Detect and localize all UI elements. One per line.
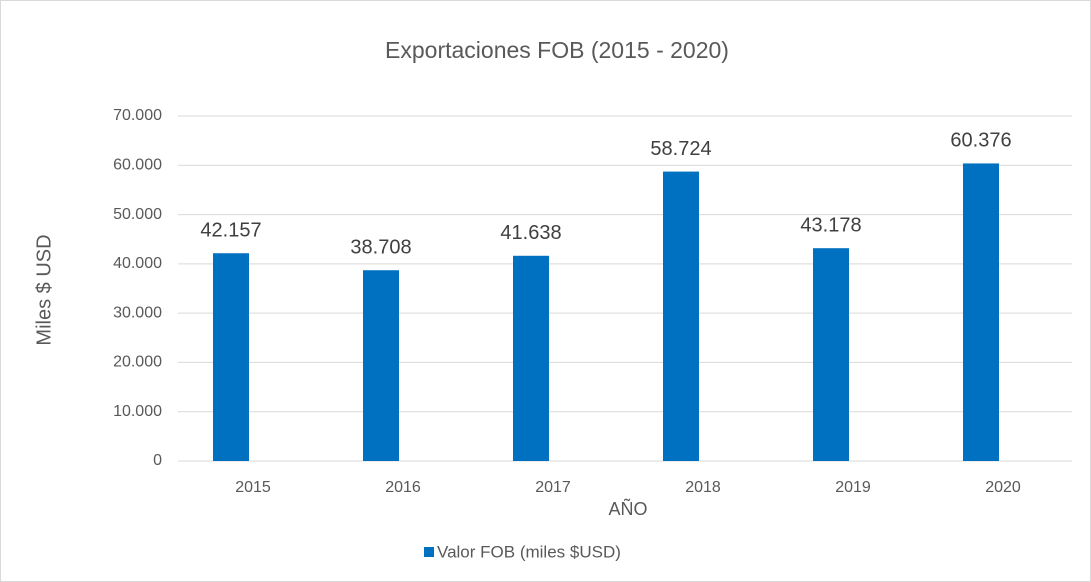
y-tick-label: 0 bbox=[153, 452, 162, 469]
bar bbox=[663, 171, 699, 461]
legend-label: Valor FOB (miles $USD) bbox=[437, 542, 621, 561]
data-label: 38.708 bbox=[350, 237, 411, 259]
y-tick-label: 30.000 bbox=[113, 304, 162, 321]
data-label: 60.376 bbox=[950, 130, 1011, 152]
y-tick-label: 40.000 bbox=[113, 255, 162, 272]
x-tick-label: 2017 bbox=[535, 479, 571, 496]
y-tick-label: 50.000 bbox=[113, 206, 162, 223]
y-tick-label: 70.000 bbox=[113, 107, 162, 124]
x-tick-label: 2016 bbox=[385, 479, 421, 496]
legend-swatch bbox=[424, 547, 434, 557]
x-tick-label: 2018 bbox=[685, 479, 721, 496]
x-tick-label: 2015 bbox=[235, 479, 271, 496]
bar bbox=[213, 253, 249, 461]
data-label: 42.157 bbox=[200, 220, 261, 242]
data-label: 41.638 bbox=[500, 222, 561, 244]
x-tick-label: 2020 bbox=[985, 479, 1021, 496]
data-label: 58.724 bbox=[650, 138, 711, 160]
data-label: 43.178 bbox=[800, 214, 861, 236]
y-tick-label: 60.000 bbox=[113, 157, 162, 174]
y-axis-title: Miles $ USD bbox=[33, 234, 55, 345]
bar bbox=[363, 270, 399, 461]
bar bbox=[963, 163, 999, 462]
y-tick-label: 10.000 bbox=[113, 403, 162, 420]
bar bbox=[813, 248, 849, 461]
y-tick-label: 20.000 bbox=[113, 354, 162, 371]
chart-title: Exportaciones FOB (2015 - 2020) bbox=[385, 37, 729, 63]
bar bbox=[513, 255, 549, 461]
x-tick-label: 2019 bbox=[835, 479, 871, 496]
x-axis-title: AÑO bbox=[608, 498, 647, 519]
